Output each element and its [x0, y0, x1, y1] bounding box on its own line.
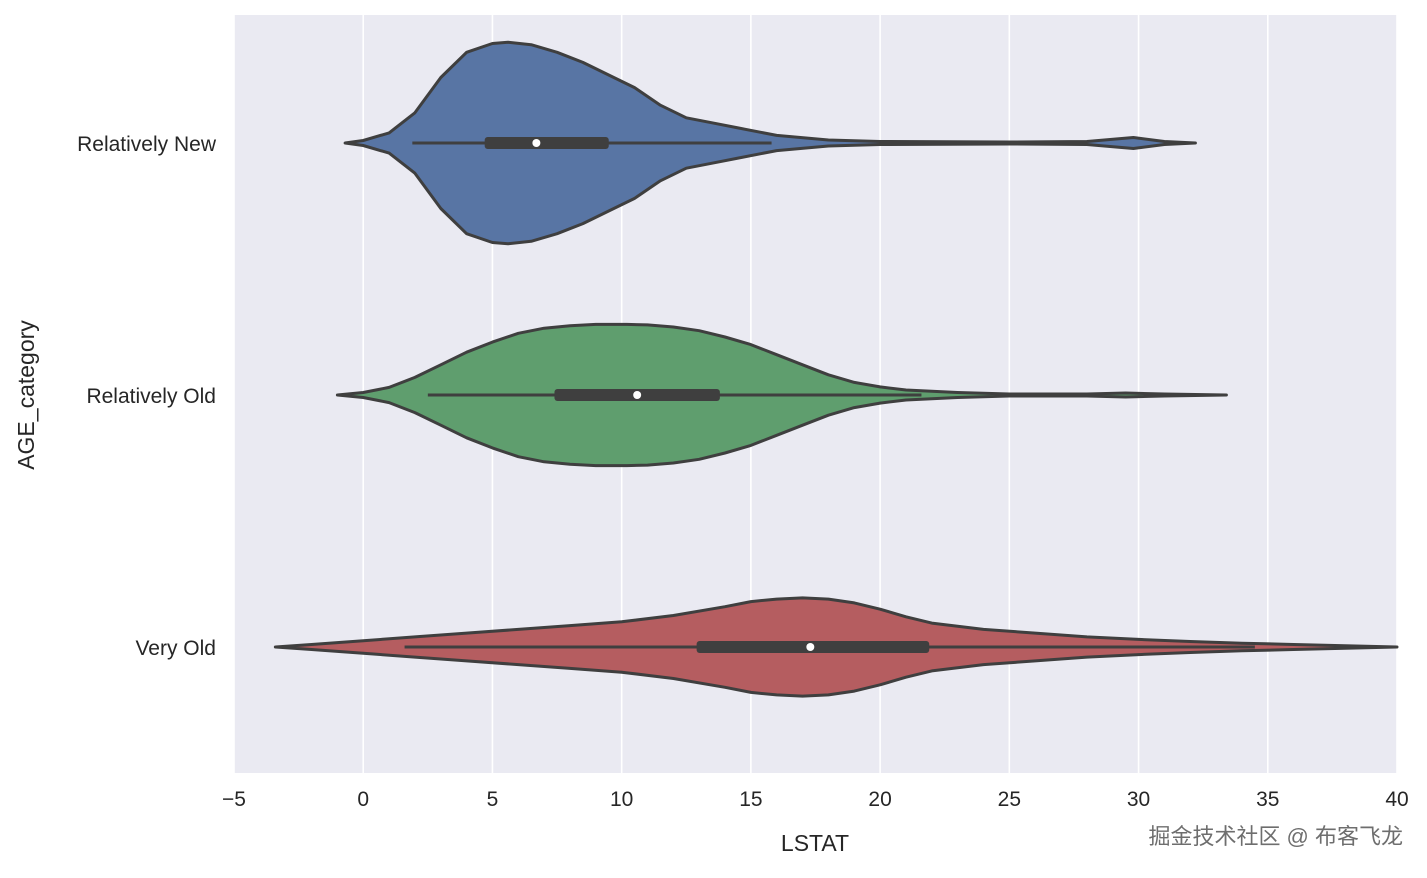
violin-relatively-old [335, 322, 1228, 468]
x-tick-label: 40 [1385, 788, 1408, 811]
median-point [532, 139, 541, 147]
x-tick-label: 15 [739, 788, 762, 811]
x-tick-labels: −5 0 5 10 15 20 25 30 35 40 [222, 788, 1409, 811]
violin-very-old [273, 596, 1399, 698]
watermark: 掘金技术社区 @ 布客飞龙 [1148, 824, 1403, 849]
y-tick-label: Very Old [135, 637, 216, 660]
x-tick-label: −5 [222, 788, 246, 811]
x-tick-label: 20 [868, 788, 891, 811]
y-tick-label: Relatively New [77, 133, 217, 156]
y-axis-label: AGE_category [13, 320, 39, 470]
x-axis-label: LSTAT [781, 830, 849, 856]
median-point [806, 643, 815, 651]
median-point [633, 391, 642, 399]
violin-relatively-new [343, 40, 1197, 246]
x-tick-label: 30 [1127, 788, 1150, 811]
iqr-box [484, 137, 609, 149]
x-tick-label: 0 [357, 788, 369, 811]
y-tick-label: Relatively Old [86, 385, 216, 408]
y-tick-labels: Relatively New Relatively Old Very Old [77, 133, 217, 660]
x-tick-label: 10 [610, 788, 633, 811]
violins [273, 40, 1399, 698]
x-tick-label: 35 [1256, 788, 1279, 811]
x-tick-label: 25 [998, 788, 1021, 811]
x-tick-label: 5 [487, 788, 499, 811]
